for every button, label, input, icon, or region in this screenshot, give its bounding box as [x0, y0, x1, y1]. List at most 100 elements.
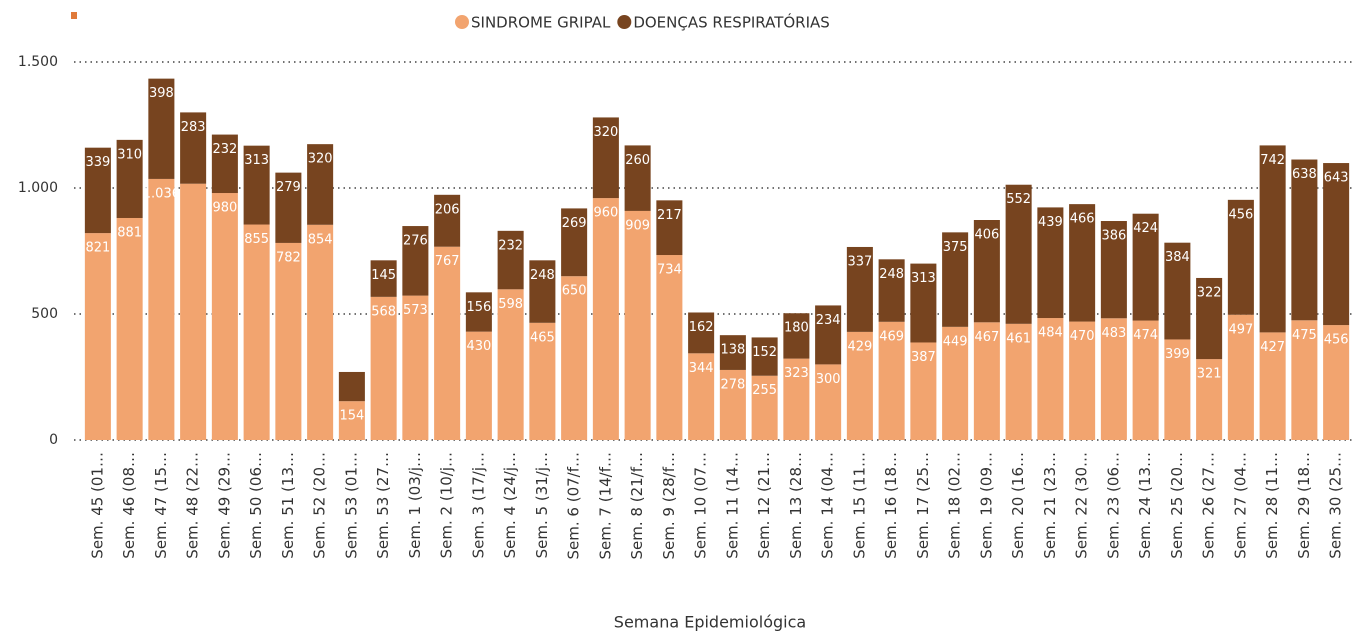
data-label: 497 [1228, 322, 1253, 337]
bar-segment [1037, 207, 1064, 319]
bar-segment [656, 255, 683, 440]
bar-segment [465, 292, 492, 332]
x-tick-label: Sem. 28 (11… [1263, 452, 1281, 559]
x-tick-label: Sem. 7 (14/f… [596, 452, 614, 559]
bar-segment [751, 337, 778, 376]
bar-segment [243, 145, 270, 225]
x-tick-label: Sem. 47 (15… [152, 452, 170, 559]
data-label: 283 [181, 120, 206, 135]
x-tick-label: Sem. 4 (24/j… [501, 452, 519, 558]
bar-segment [942, 326, 969, 440]
bar-segment [497, 289, 524, 440]
bar-segment [211, 193, 238, 440]
x-tick-label: Sem. 15 (11… [850, 452, 868, 559]
data-label: 321 [1197, 367, 1222, 382]
data-label: 650 [562, 284, 587, 299]
data-label: 322 [1197, 285, 1222, 300]
y-tick-label: 1.500 [18, 54, 58, 70]
bar-segment [688, 353, 715, 440]
bar-segment [1227, 199, 1254, 315]
x-tick-label: Sem. 21 (23… [1041, 452, 1059, 559]
bar-segment [942, 232, 969, 327]
bar-segment [624, 145, 651, 211]
bar-segment [878, 321, 905, 440]
bar-segment [1069, 321, 1096, 440]
x-tick-label: Sem. 1 (03/j… [406, 452, 424, 558]
data-label: 310 [117, 147, 142, 162]
data-label: 300 [816, 372, 841, 387]
data-label: 384 [1165, 250, 1190, 265]
bar-segment [465, 331, 492, 440]
x-tick-label: Sem. 9 (28/f… [660, 452, 678, 559]
x-tick-label: Sem. 53 (27… [374, 452, 392, 559]
x-tick-label: Sem. 24 (13… [1136, 452, 1154, 559]
data-label: 232 [498, 238, 523, 253]
data-label: 248 [530, 268, 555, 283]
data-label: 469 [879, 329, 904, 344]
bar-segment [497, 230, 524, 290]
legend-marker [455, 15, 469, 29]
bar-segment [338, 401, 365, 440]
x-tick-label: Sem. 49 (29… [215, 452, 233, 559]
data-label: 960 [593, 206, 618, 221]
data-label: 734 [657, 263, 682, 278]
bar-segment [1259, 145, 1286, 333]
bar-segment [973, 322, 1000, 440]
data-label: 248 [879, 267, 904, 282]
legend-marker [617, 15, 632, 29]
bar-segment [1069, 204, 1096, 322]
x-tick-label: Sem. 20 (16… [1009, 452, 1027, 559]
data-label: 344 [689, 361, 714, 376]
data-label: 386 [1101, 229, 1126, 244]
bar-segment [338, 371, 365, 402]
bar-segment [275, 172, 302, 243]
data-label: 474 [1133, 328, 1158, 343]
bar-segment [275, 242, 302, 440]
x-tick-label: Sem. 46 (08… [120, 452, 138, 559]
bar-segment [1196, 359, 1223, 440]
bar-segment [529, 260, 556, 323]
x-tick-label: Sem. 27 (04… [1231, 452, 1249, 559]
bar-segment [370, 296, 397, 440]
data-label: 909 [625, 218, 650, 233]
x-tick-label: Sem. 5 (31/j… [533, 452, 551, 558]
x-tick-label: Sem. 8 (21/f… [628, 452, 646, 559]
bar-segment [688, 312, 715, 354]
bar-segment [783, 358, 810, 440]
bar-segment [402, 295, 429, 440]
decoration [71, 12, 77, 19]
bar-segment [751, 375, 778, 440]
x-tick-label: Sem. 12 (21… [755, 452, 773, 559]
bar-segment [1196, 277, 1223, 360]
data-label: 449 [943, 334, 968, 349]
bar-segment [1164, 242, 1191, 340]
bar-segment [434, 194, 461, 247]
bar-segment [1323, 163, 1350, 326]
data-label: 484 [1038, 326, 1063, 341]
x-tick-label: Sem. 10 (07… [692, 452, 710, 559]
data-label: 339 [85, 155, 110, 170]
bar-segment [1100, 318, 1127, 440]
x-tick-label: Sem. 52 (20… [311, 452, 329, 559]
bar-segment [180, 183, 207, 440]
bar-segment [307, 224, 334, 440]
x-tick-label: Sem. 26 (27… [1200, 452, 1218, 559]
bar-segment [624, 210, 651, 440]
data-label: 638 [1292, 167, 1317, 182]
data-label: 430 [466, 339, 491, 354]
bar-segment [719, 369, 746, 440]
x-tick-label: Sem. 6 (07/f… [565, 452, 583, 559]
data-label: 156 [466, 300, 491, 315]
bar-segment [434, 246, 461, 440]
data-label: 467 [974, 330, 999, 345]
data-label: 234 [816, 313, 841, 328]
bar-segment [1005, 323, 1032, 440]
data-label: 387 [911, 350, 936, 365]
data-label: 162 [689, 320, 714, 335]
data-label: 465 [530, 330, 555, 345]
data-label: 980 [212, 201, 237, 216]
data-label: 269 [562, 216, 587, 231]
data-label: 767 [435, 254, 460, 269]
data-label: 424 [1133, 221, 1158, 236]
